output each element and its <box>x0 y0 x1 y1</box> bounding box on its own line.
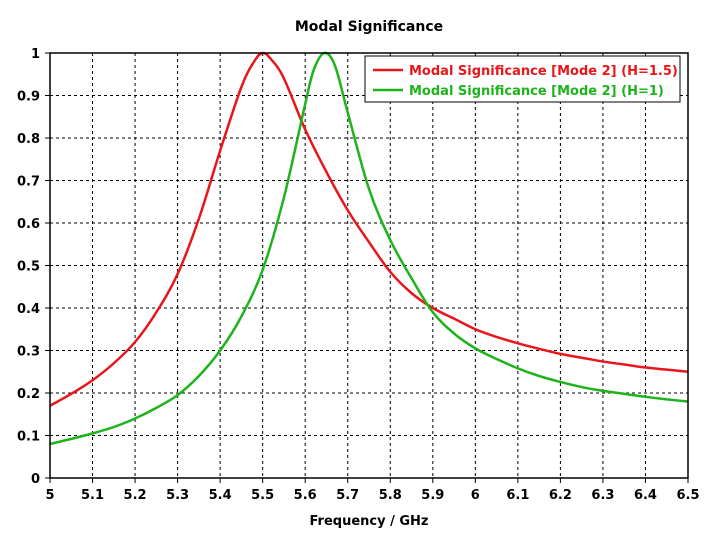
series-line-2 <box>49 51 689 446</box>
x-tick-label: 5.1 <box>81 488 104 503</box>
y-tick-label: 0.2 <box>17 387 40 402</box>
x-axis-label: Frequency / GHz <box>309 514 428 529</box>
x-tick-label: 5.2 <box>124 488 147 503</box>
x-tick-label: 6 <box>471 488 480 503</box>
chart-title: Modal Significance <box>295 19 443 35</box>
x-tick-label: 5.9 <box>421 488 444 503</box>
x-tick-label: 6.3 <box>591 488 614 503</box>
y-tick-label: 0.6 <box>17 217 40 232</box>
y-tick-label: 1 <box>31 47 40 62</box>
y-tick-label: 0.8 <box>17 132 40 147</box>
y-tick-label: 0.3 <box>17 345 40 360</box>
y-tick-label: 0.7 <box>17 175 40 190</box>
y-tick-label: 0.9 <box>17 90 40 105</box>
x-tick-label: 5.7 <box>336 488 359 503</box>
y-tick-label: 0 <box>31 472 40 487</box>
x-tick-label: 6.2 <box>549 488 572 503</box>
x-axis-ticks: 5 5.1 5.2 5.3 5.4 5.5 5.6 5.7 5.8 5.9 6 6.1 6.2 6.3 6.… <box>45 478 700 503</box>
y-tick-label: 0.4 <box>17 302 40 317</box>
legend-label-2: Modal Significance [Mode 2] (H=1) <box>409 84 664 99</box>
legend-label-1: Modal Significance [Mode 2] (H=1.5) <box>409 64 678 79</box>
x-tick-label: 5.8 <box>379 488 402 503</box>
x-tick-label: 5.5 <box>251 488 274 503</box>
legend: Modal Significance [Mode 2] (H=1.5) Modal… <box>364 55 681 103</box>
series-line-1 <box>49 51 689 407</box>
x-tick-label: 6.4 <box>634 488 657 503</box>
x-tick-label: 5.6 <box>294 488 317 503</box>
series-group <box>49 51 689 446</box>
x-tick-label: 6.1 <box>506 488 529 503</box>
y-axis-ticks: 0 0.1 0.2 0.3 0.4 0.5 0.6 0.7 0.8 0.9 1 <box>17 47 50 487</box>
legend-box <box>364 55 681 103</box>
x-tick-label: 5.4 <box>209 488 232 503</box>
y-tick-label: 0.5 <box>17 260 40 275</box>
y-tick-label: 0.1 <box>17 430 40 445</box>
x-tick-label: 5 <box>45 488 54 503</box>
x-tick-label: 5.3 <box>166 488 189 503</box>
x-tick-label: 6.5 <box>676 488 699 503</box>
